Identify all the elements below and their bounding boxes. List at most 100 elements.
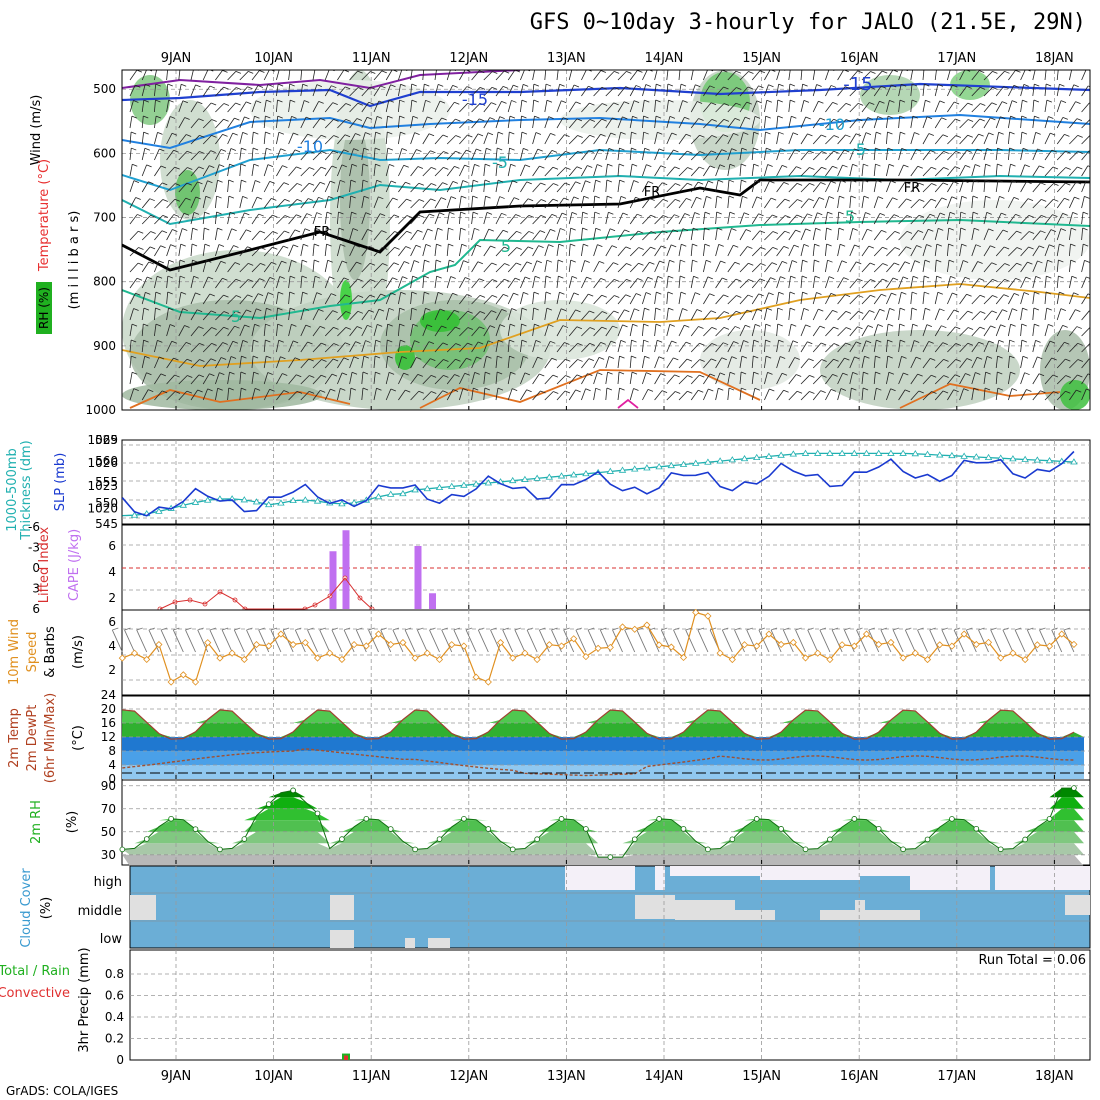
- slp-frame: [122, 440, 1090, 524]
- rh-patch: [900, 200, 1090, 280]
- rh2m-marker: [315, 811, 320, 816]
- rh2m-marker: [218, 847, 223, 852]
- slp-yaxis: 5655605555505451029102610231020: [87, 433, 118, 531]
- cloud-clear-patch: [428, 938, 450, 948]
- rh2m-marker: [925, 837, 930, 842]
- temp2m-tick-label: 24: [101, 688, 116, 702]
- contour-label: FR: [314, 225, 331, 240]
- upper-air-yaxis: 5006007008009001000: [85, 82, 116, 417]
- contour-label: -10: [297, 137, 323, 156]
- bottom-date-label: 14JAN: [645, 1069, 684, 1084]
- contour-label: FR: [904, 181, 921, 196]
- wind10-unit: (m/s): [71, 635, 86, 669]
- upper-air-ytick-label: 700: [93, 211, 116, 225]
- contour-label: -15: [462, 90, 488, 109]
- top-date-label: 16JAN: [840, 51, 879, 66]
- wind-barb-flag: [1090, 343, 1095, 345]
- wind10-speed-ylabel: Speed: [25, 632, 40, 673]
- top-date-label: 11JAN: [352, 51, 391, 66]
- precip-tick-label: 0.2: [105, 1031, 124, 1045]
- precip-bars: [342, 1054, 350, 1060]
- rh2m-marker: [974, 826, 979, 831]
- cloud-clear-patch: [655, 866, 665, 890]
- cloud-clear-patch: [760, 866, 860, 880]
- rh-ylabel: RH (%): [37, 287, 51, 329]
- rh-patch: [122, 380, 322, 410]
- upper-air-ytick-label: 1000: [85, 403, 116, 417]
- top-date-label: 14JAN: [645, 51, 684, 66]
- rh2m-marker: [535, 837, 540, 842]
- rh2m-yaxis: 90705030: [101, 779, 116, 862]
- slp-tick-label: 1020: [87, 502, 118, 516]
- wind10-barbs-ylabel: & Barbs: [43, 626, 58, 678]
- cape-bar: [429, 593, 436, 609]
- cloud-clear-patch: [675, 900, 735, 920]
- rh2m-marker: [510, 847, 515, 852]
- slp-tick-label: 1029: [87, 433, 118, 447]
- wind10-tick-label: 4: [108, 639, 116, 653]
- rh2m-marker: [486, 827, 491, 832]
- rh2m-tick-label: 50: [101, 825, 116, 839]
- rh2m-marker: [144, 837, 149, 842]
- cape-panel: -6-3036642: [28, 520, 1090, 616]
- rh2m-marker: [462, 816, 467, 821]
- rh2m-marker: [608, 855, 613, 860]
- wind-barb-flag: [1090, 119, 1095, 121]
- rh2m-marker: [754, 816, 759, 821]
- cape-tick-label: 2: [108, 591, 116, 605]
- rh2m-marker: [1023, 837, 1028, 842]
- minmax-ylabel: (6hr Min/Max): [43, 693, 58, 783]
- rh2m-marker: [364, 816, 369, 821]
- rh2m-marker: [706, 847, 711, 852]
- bottom-date-label: 9JAN: [161, 1069, 192, 1084]
- cloud-clear-patch: [635, 895, 675, 919]
- contour-label: -5: [492, 153, 508, 172]
- top-date-label: 10JAN: [254, 51, 293, 66]
- contour-label: -10: [819, 115, 845, 134]
- cloud-clear-patch: [405, 938, 415, 948]
- thickness-tick-label: 545: [95, 517, 118, 531]
- slp-ylabel: SLP (mb): [53, 453, 68, 512]
- run-total-label: Run Total = 0.06: [978, 953, 1086, 968]
- temp2m-panel: 24201612840: [101, 688, 1090, 786]
- wind-barb-flag: [1090, 327, 1095, 329]
- bottom-date-label: 18JAN: [1035, 1069, 1074, 1084]
- cape-ylabel: CAPE (J/kg): [67, 529, 82, 601]
- bottom-date-label: 15JAN: [742, 1069, 781, 1084]
- cloud-clear-patch: [600, 866, 635, 890]
- temp-band-0-4: [122, 765, 1084, 779]
- cloud-clear-patch: [995, 866, 1090, 890]
- precip-legend-total: Total / Rain: [0, 964, 70, 979]
- rh-patch: [340, 120, 370, 280]
- top-date-label: 18JAN: [1035, 51, 1074, 66]
- rh2m-panel: 90705030: [101, 779, 1090, 867]
- precip-legend-convective: Convective: [0, 986, 70, 1001]
- upper-air-ytick-label: 600: [93, 146, 116, 160]
- wind10-frame: [122, 610, 1090, 695]
- rh2m-marker: [242, 837, 247, 842]
- precip-convective-bar: [344, 1056, 348, 1060]
- cloud-clear-patch: [330, 930, 354, 948]
- cloud-clear-patch: [330, 895, 354, 920]
- top-date-axis: 9JAN 10JAN 11JAN 12JAN 13JAN 14JAN 15JAN 16JAN 1…: [161, 51, 1074, 66]
- rh2m-tick-label: 90: [101, 779, 116, 793]
- temp2m-tick-label: 20: [101, 702, 116, 716]
- upper-air-ytick-label: 800: [93, 275, 116, 289]
- rh2m-marker: [876, 826, 881, 831]
- cloud-panel: high middle low: [78, 866, 1090, 948]
- contour-label: -15: [843, 74, 872, 95]
- contour-label: 5: [501, 237, 511, 256]
- precip-tick-label: 0: [116, 1053, 124, 1067]
- slp-tick-label: 1023: [87, 479, 118, 493]
- temp2m-tick-label: 16: [101, 716, 116, 730]
- bottom-date-label: 16JAN: [840, 1069, 879, 1084]
- rh2m-ylabel: 2m RH: [29, 800, 44, 844]
- bottom-date-label: 13JAN: [547, 1069, 586, 1084]
- rh2m-marker: [828, 837, 833, 842]
- rh2m-marker: [169, 816, 174, 821]
- upper-air-ytick-label: 900: [93, 339, 116, 353]
- temp-band-8-12: [122, 737, 1084, 751]
- precip-tick-label: 0.4: [105, 1010, 124, 1024]
- cloud-clear-patch: [820, 910, 920, 920]
- rh2m-tick-label: 30: [101, 848, 116, 862]
